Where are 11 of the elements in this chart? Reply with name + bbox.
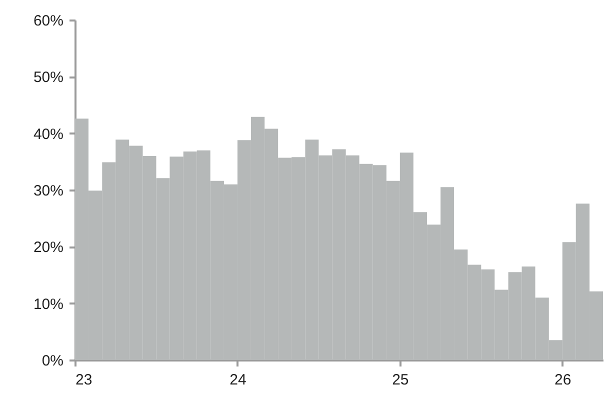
x-tick-label: 24 <box>230 372 246 388</box>
y-tick-label: 60% <box>33 12 64 30</box>
y-tick-label: 40% <box>33 126 64 143</box>
x-tick-label: 25 <box>392 372 409 388</box>
x-tick-label: 26 <box>554 372 572 388</box>
x-tick-label: 23 <box>76 372 92 388</box>
y-tick-label: 10% <box>33 296 64 313</box>
y-tick-label: 20% <box>33 239 64 256</box>
y-tick-label: 0% <box>42 352 64 370</box>
y-tick-label: 50% <box>33 69 64 86</box>
y-tick-label: 30% <box>33 182 64 200</box>
